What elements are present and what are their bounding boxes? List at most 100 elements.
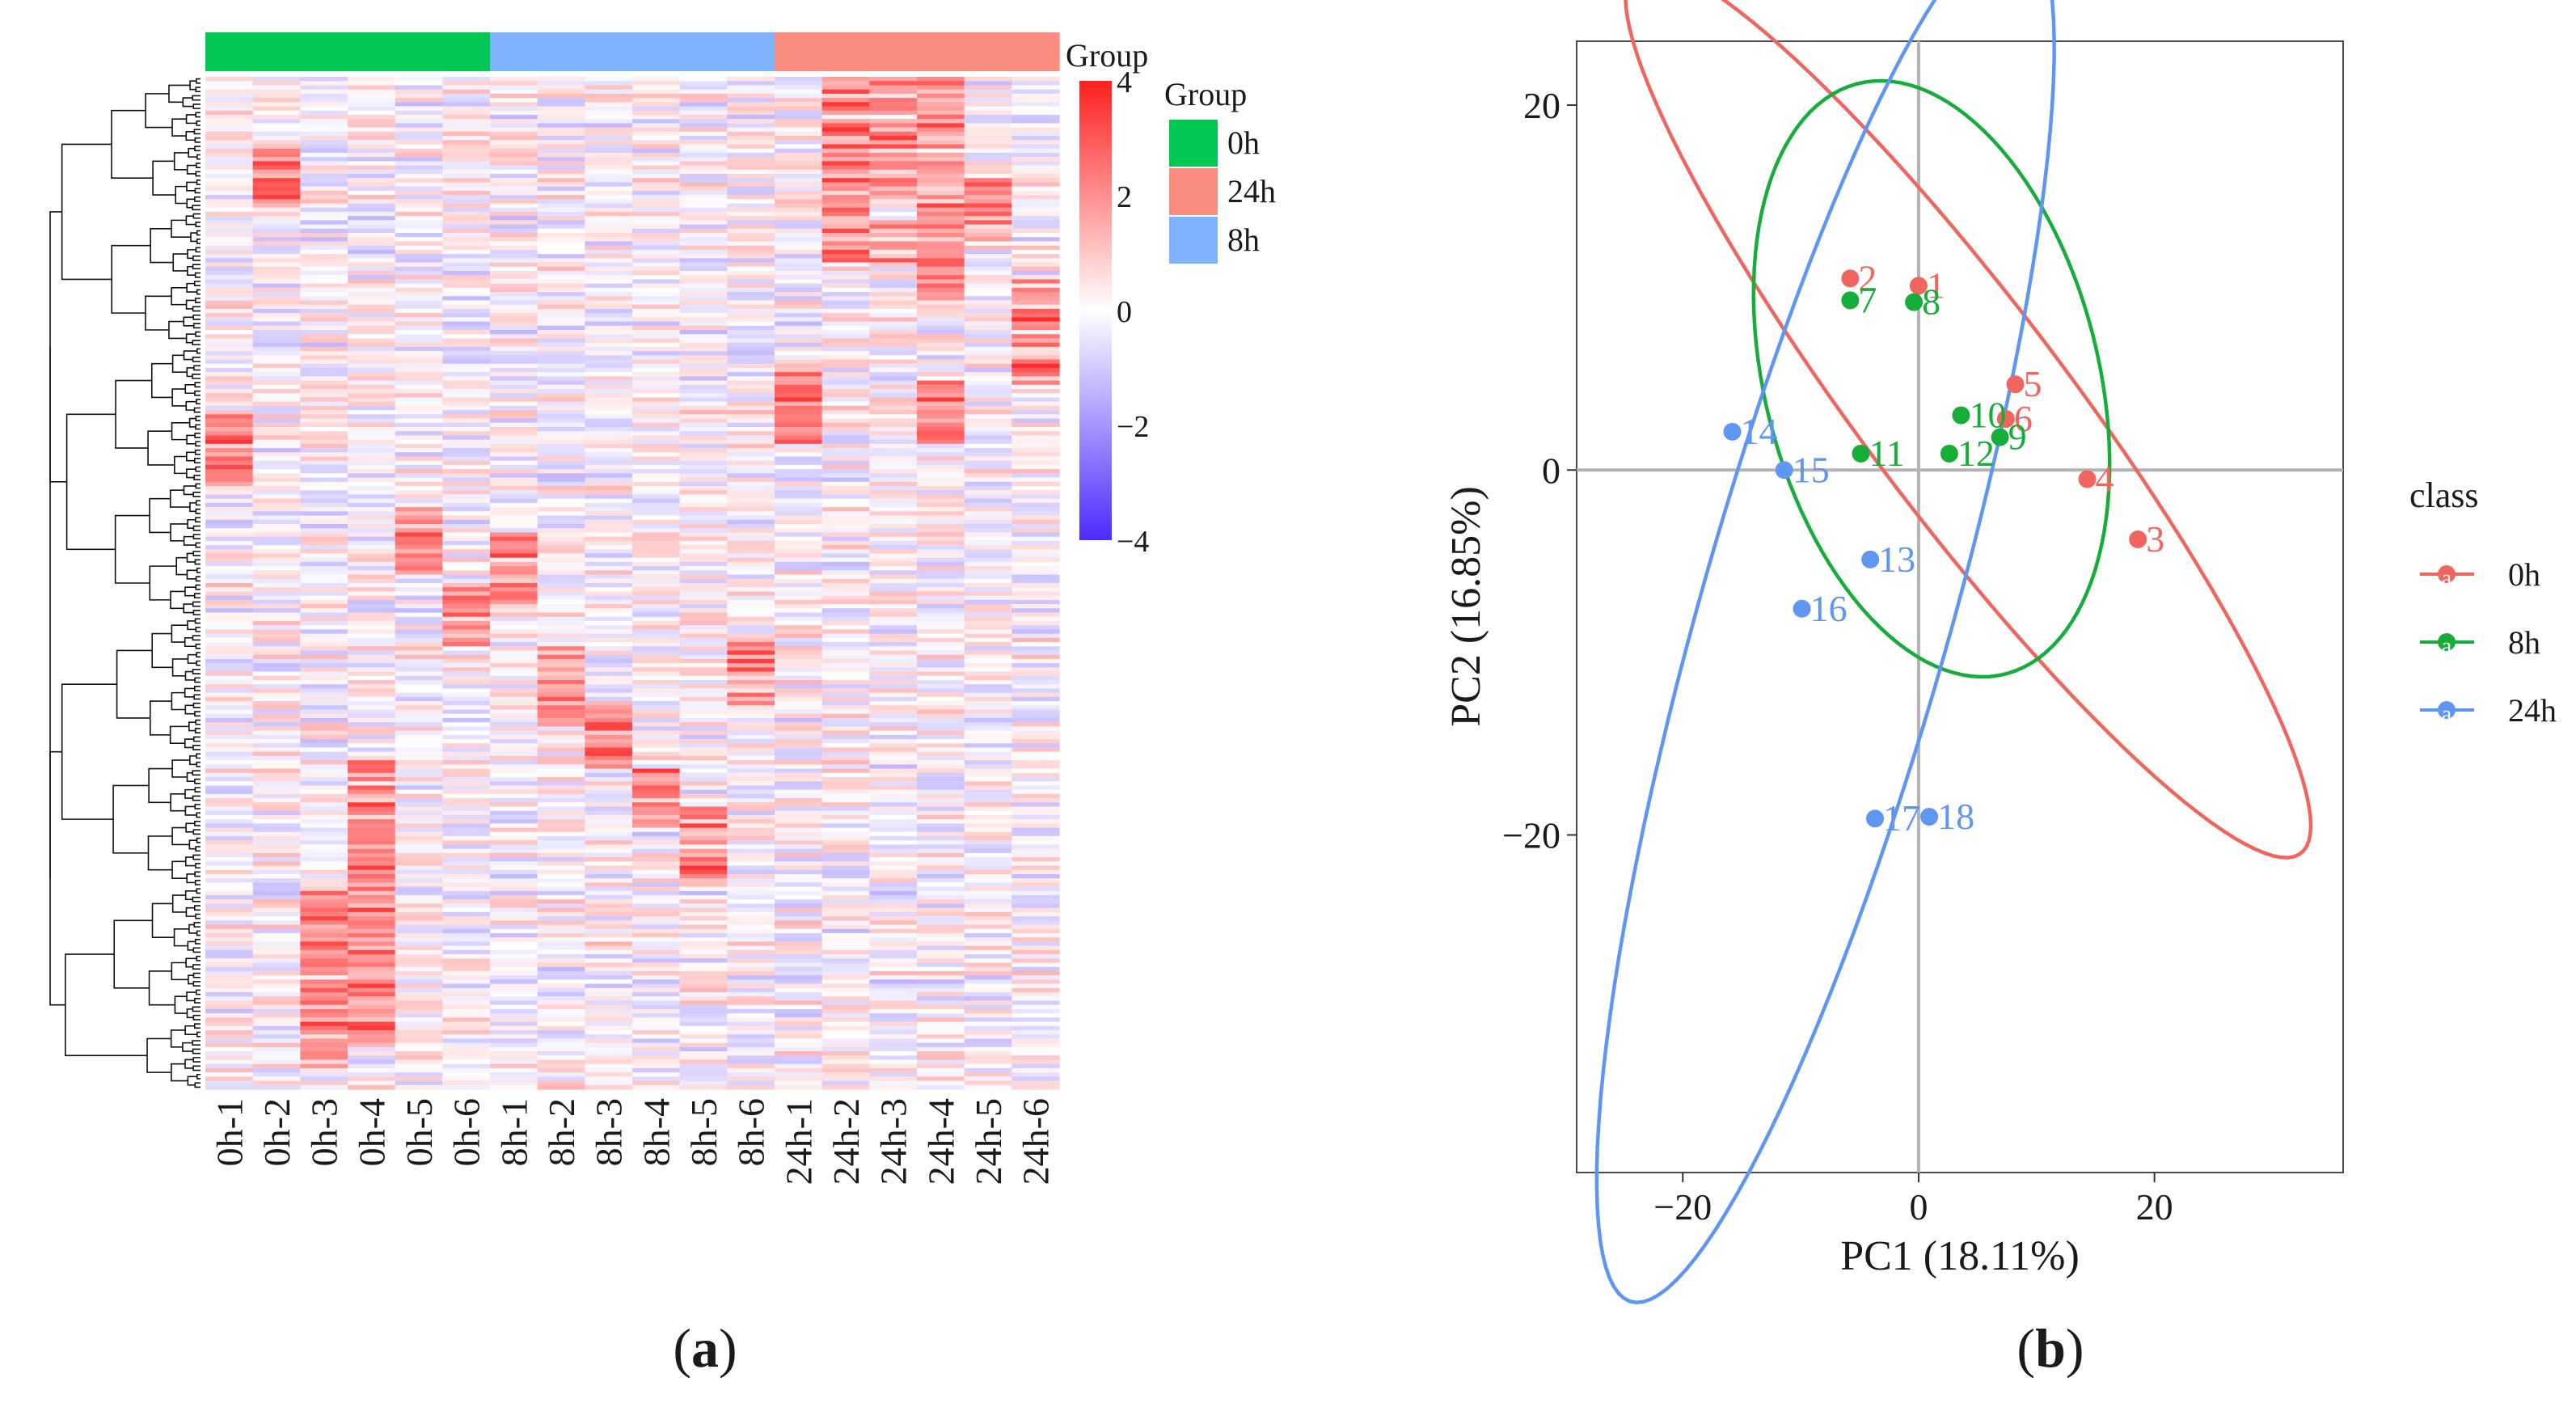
- heatmap-cell: [821, 275, 870, 280]
- heatmap-cell: [395, 911, 443, 917]
- heatmap-cell: [585, 903, 633, 909]
- heatmap-cell: [679, 1017, 728, 1023]
- heatmap-cell: [632, 355, 681, 361]
- heatmap-cell: [490, 418, 538, 424]
- heatmap-cell: [537, 932, 585, 938]
- heatmap-cell: [775, 355, 823, 361]
- heatmap-cell: [252, 566, 301, 571]
- heatmap-cell: [1011, 688, 1060, 694]
- heatmap-cell: [964, 814, 1012, 820]
- heatmap-cell: [632, 1067, 681, 1073]
- heatmap-cell: [300, 443, 348, 449]
- heatmap-cell: [348, 123, 396, 129]
- heatmap-cell: [917, 907, 965, 913]
- dendrogram-branch: [195, 576, 201, 582]
- heatmap-cell: [917, 966, 965, 972]
- heatmap-cell: [252, 448, 301, 453]
- heatmap-cell: [917, 882, 965, 888]
- heatmap-cell: [442, 178, 491, 184]
- heatmap-cell: [490, 992, 538, 997]
- group-legend-label: 8h: [1227, 222, 1260, 258]
- heatmap-cell: [821, 633, 870, 639]
- heatmap-cell: [964, 1063, 1012, 1069]
- heatmap-cell: [490, 528, 538, 533]
- heatmap-cell: [917, 389, 965, 394]
- heatmap-cell: [727, 414, 775, 420]
- heatmap-cell: [679, 1000, 728, 1006]
- heatmap-cell: [537, 1025, 585, 1031]
- heatmap-cell: [1011, 709, 1060, 715]
- heatmap-cell: [395, 646, 443, 652]
- heatmap-cell: [632, 722, 681, 727]
- heatmap-cell: [252, 195, 301, 200]
- heatmap-cell: [300, 684, 348, 690]
- heatmap-cell: [300, 692, 348, 698]
- heatmap-cell: [442, 287, 491, 293]
- heatmap-cell: [205, 907, 254, 913]
- heatmap-cell: [821, 131, 870, 137]
- heatmap-cell: [775, 781, 823, 786]
- heatmap-cell: [1011, 890, 1060, 896]
- heatmap-cell: [821, 106, 870, 112]
- heatmap-cell: [537, 262, 585, 268]
- heatmap-cell: [964, 490, 1012, 496]
- heatmap-cell: [490, 1076, 538, 1082]
- heatmap-cell: [348, 498, 396, 504]
- heatmap-cell: [821, 258, 870, 264]
- heatmap-cell: [632, 405, 681, 411]
- heatmap-cell: [964, 486, 1012, 491]
- heatmap-cell: [490, 182, 538, 188]
- heatmap-cell: [775, 1008, 823, 1014]
- heatmap-cell: [679, 633, 728, 639]
- heatmap-cell: [395, 254, 443, 259]
- heatmap-cell: [395, 494, 443, 500]
- heatmap-cell: [252, 119, 301, 124]
- heatmap-cell: [252, 755, 301, 761]
- heatmap-cell: [679, 477, 728, 483]
- heatmap-cell: [395, 932, 443, 938]
- heatmap-cell: [252, 136, 301, 141]
- heatmap-cell: [775, 1038, 823, 1044]
- heatmap-cell: [917, 751, 965, 757]
- heatmap-cell: [869, 211, 918, 217]
- heatmap-cell: [727, 304, 775, 310]
- heatmap-cell: [300, 220, 348, 226]
- heatmap-cell: [964, 831, 1012, 837]
- heatmap-cell: [395, 131, 443, 137]
- heatmap-cell: [395, 604, 443, 609]
- heatmap-cell: [537, 806, 585, 812]
- heatmap-cell: [252, 1080, 301, 1086]
- heatmap-cell: [1011, 781, 1060, 786]
- heatmap-cell: [442, 675, 491, 681]
- heatmap-cell: [300, 671, 348, 677]
- heatmap-cell: [395, 941, 443, 947]
- heatmap-cell: [300, 654, 348, 660]
- heatmap-cell: [775, 945, 823, 951]
- heatmap-cell: [1011, 701, 1060, 706]
- heatmap-cell: [679, 1080, 728, 1086]
- heatmap-cell: [632, 532, 681, 538]
- heatmap-cell: [632, 709, 681, 715]
- heatmap-cell: [442, 768, 491, 774]
- heatmap-cell: [869, 448, 918, 453]
- heatmap-cell: [395, 958, 443, 964]
- heatmap-cell: [585, 599, 633, 605]
- heatmap-cell: [964, 123, 1012, 129]
- heatmap-cell: [821, 456, 870, 462]
- heatmap-cell: [395, 768, 443, 774]
- heatmap-cell: [775, 637, 823, 643]
- heatmap-cell: [1011, 228, 1060, 234]
- heatmap-cell: [585, 296, 633, 302]
- heatmap-cell: [964, 296, 1012, 302]
- heatmap-cell: [775, 616, 823, 622]
- heatmap-cell: [490, 785, 538, 791]
- heatmap-cell: [490, 958, 538, 964]
- dendrogram-branch: [192, 534, 201, 540]
- dendrogram-branch: [194, 871, 201, 877]
- heatmap-cell: [395, 237, 443, 243]
- heatmap-cell: [252, 1042, 301, 1048]
- heatmap-cell: [442, 671, 491, 677]
- heatmap-cell: [490, 844, 538, 850]
- heatmap-cell: [490, 448, 538, 453]
- annotation-cell: [348, 32, 396, 71]
